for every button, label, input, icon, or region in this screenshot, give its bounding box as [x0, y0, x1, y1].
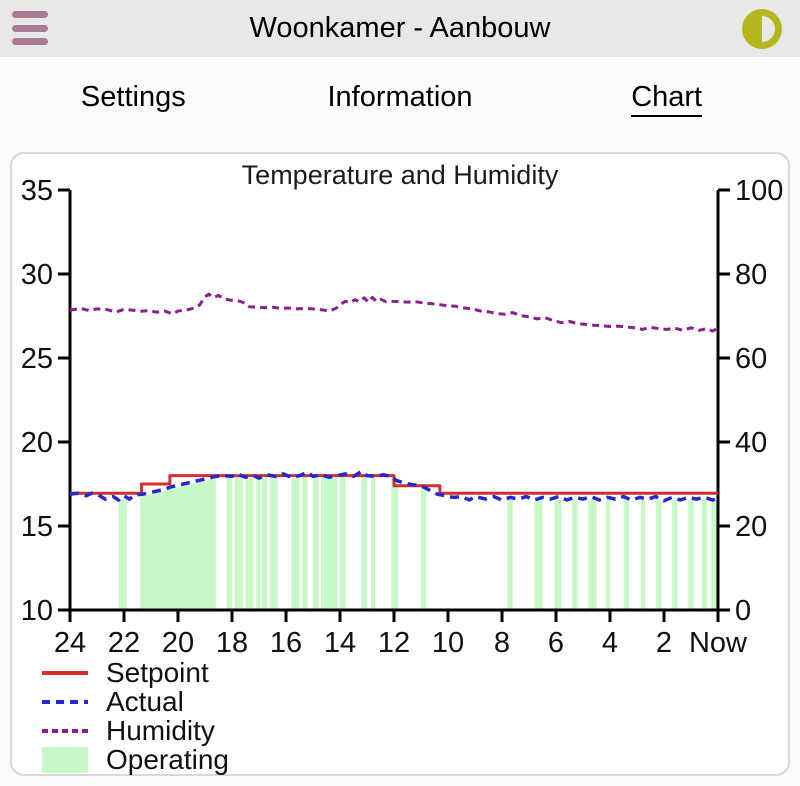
svg-text:35: 35 — [21, 175, 53, 207]
tab-settings[interactable]: Settings — [80, 80, 186, 113]
page-title: Woonkamer - Aanbouw — [249, 12, 551, 44]
svg-text:2: 2 — [656, 627, 672, 654]
legend-label: Setpoint — [106, 656, 209, 688]
legend-label: Operating — [106, 743, 229, 775]
hamburger-bar — [12, 24, 48, 32]
chart-title: Temperature and Humidity — [241, 160, 559, 190]
tab-bar: Settings Information Chart — [0, 57, 800, 137]
legend-item-operating: Operating — [42, 743, 788, 775]
legend-item-setpoint: Setpoint — [42, 656, 788, 688]
legend-item-actual: Actual — [42, 685, 788, 717]
svg-text:25: 25 — [21, 343, 53, 375]
svg-text:22: 22 — [108, 627, 140, 654]
app-header: Woonkamer - Aanbouw — [0, 0, 800, 57]
legend-item-humidity: Humidity — [42, 714, 788, 746]
legend-label: Humidity — [106, 714, 215, 746]
svg-text:18: 18 — [216, 627, 248, 654]
svg-text:80: 80 — [735, 259, 767, 291]
svg-text:20: 20 — [21, 427, 53, 459]
svg-text:Now: Now — [689, 627, 748, 654]
svg-text:6: 6 — [548, 627, 564, 654]
actual-line-swatch-icon — [42, 699, 88, 704]
svg-text:8: 8 — [494, 627, 510, 654]
svg-text:14: 14 — [324, 627, 356, 654]
chart-card: Temperature and Humidity 35 30 25 20 15 10 100… — [10, 152, 790, 776]
svg-text:4: 4 — [602, 627, 618, 654]
svg-text:60: 60 — [735, 343, 767, 375]
tab-information[interactable]: Information — [327, 80, 473, 113]
operating-area-swatch-icon — [42, 746, 88, 773]
contrast-icon-cutout — [762, 16, 775, 42]
humidity-line-swatch-icon — [42, 728, 88, 733]
hamburger-bar — [12, 11, 48, 18]
svg-text:15: 15 — [21, 511, 53, 543]
setpoint-line-swatch-icon — [42, 670, 88, 675]
svg-text:100: 100 — [735, 175, 783, 207]
svg-text:10: 10 — [21, 595, 53, 627]
contrast-icon[interactable] — [742, 9, 782, 49]
chart-legend: Setpoint Actual Humidity Operating — [12, 654, 788, 775]
hamburger-bar — [12, 38, 48, 45]
svg-text:30: 30 — [21, 259, 53, 291]
svg-text:24: 24 — [54, 627, 86, 654]
tab-chart[interactable]: Chart — [533, 80, 800, 117]
svg-text:0: 0 — [735, 595, 751, 627]
legend-label: Actual — [106, 685, 184, 717]
svg-text:20: 20 — [735, 511, 767, 543]
svg-text:20: 20 — [162, 627, 194, 654]
hamburger-menu-icon[interactable] — [12, 11, 48, 45]
svg-text:16: 16 — [270, 627, 302, 654]
svg-text:40: 40 — [735, 427, 767, 459]
svg-text:12: 12 — [378, 627, 410, 654]
svg-text:10: 10 — [432, 627, 464, 654]
